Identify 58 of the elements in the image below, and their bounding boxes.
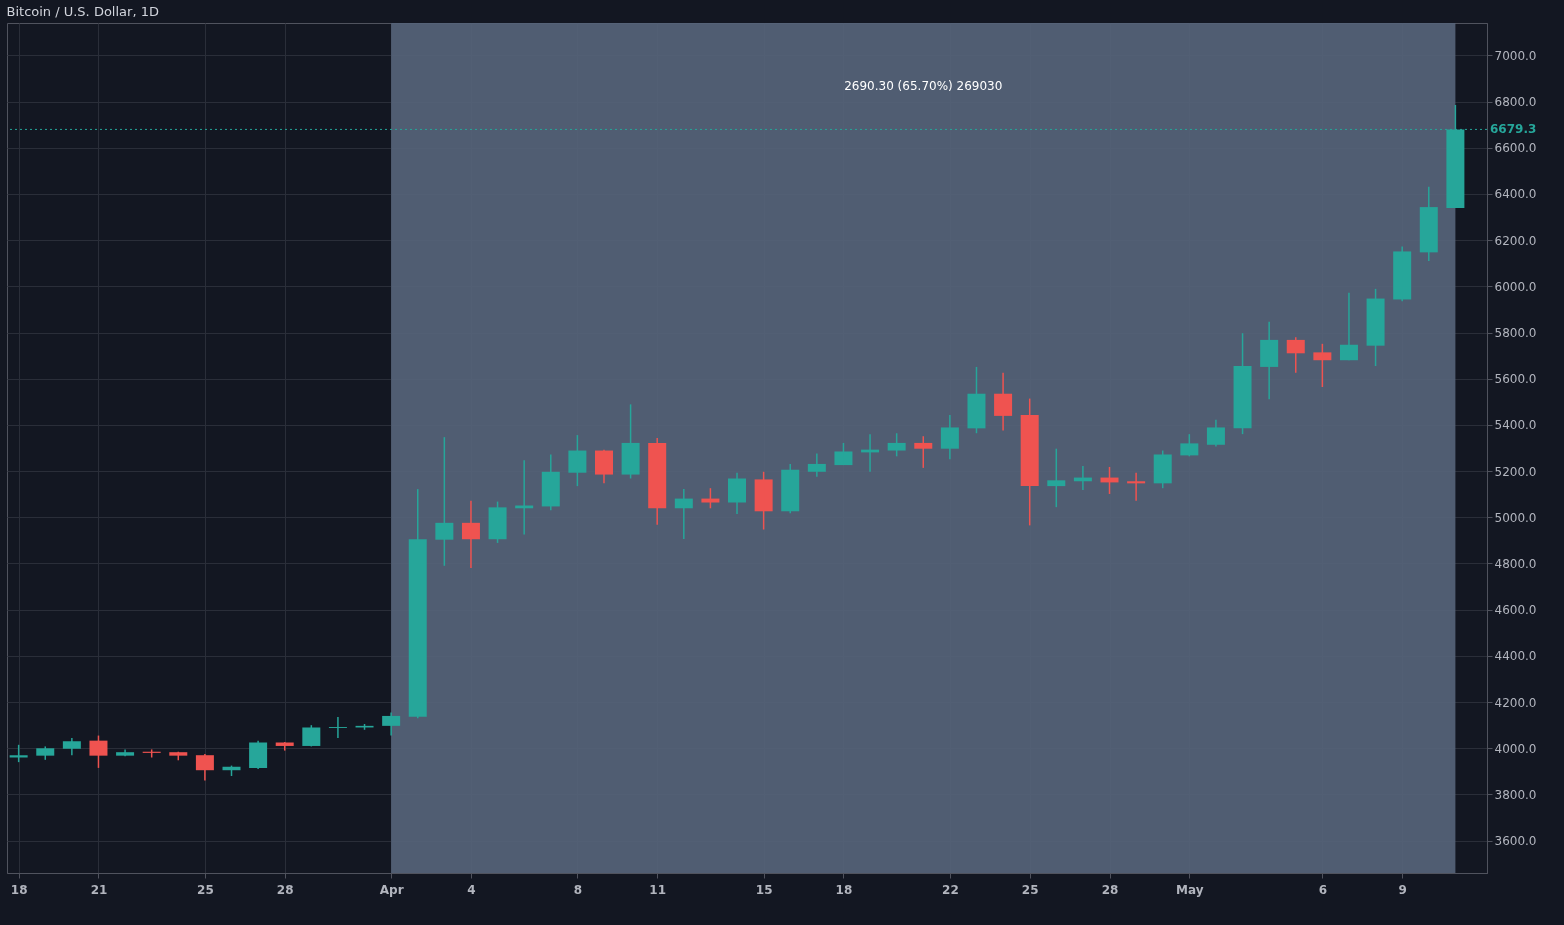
candlestick xyxy=(1286,336,1305,374)
candlestick xyxy=(89,734,108,769)
y-tick-label: 3800.0 xyxy=(1494,787,1537,802)
x-tick-label: 15 xyxy=(755,882,773,897)
candlestick xyxy=(382,711,401,737)
candlestick xyxy=(1206,419,1225,448)
x-tick-label: Apr xyxy=(379,882,404,897)
x-tick-label: 4 xyxy=(467,882,476,897)
candlestick xyxy=(1047,447,1066,508)
x-tick-label: 18 xyxy=(835,882,853,897)
x-tick-label: 6 xyxy=(1318,882,1328,897)
candlestick xyxy=(1313,343,1332,388)
candlestick xyxy=(994,371,1013,432)
y-tick-label: 4200.0 xyxy=(1494,695,1537,710)
candlestick xyxy=(195,753,214,782)
candlestick xyxy=(940,414,959,461)
candlestick xyxy=(1339,292,1358,361)
y-tick-label: 4000.0 xyxy=(1494,741,1537,756)
y-tick-label: 6600.0 xyxy=(1494,141,1537,156)
x-tick-label: 21 xyxy=(90,882,108,897)
y-tick-label: 6000.0 xyxy=(1494,279,1537,294)
candlestick xyxy=(1127,471,1146,502)
candlestick xyxy=(914,435,933,469)
x-tick-label: May xyxy=(1176,882,1204,897)
ref-line-label: 6679.3 xyxy=(1490,122,1537,137)
candlestick xyxy=(701,487,720,510)
candlestick xyxy=(1180,433,1199,458)
candlestick xyxy=(328,716,347,739)
y-tick-label: 5000.0 xyxy=(1494,510,1537,525)
x-tick-label: 18 xyxy=(10,882,28,897)
candlestick xyxy=(674,488,693,540)
candlestick xyxy=(461,499,480,569)
y-tick-label: 4600.0 xyxy=(1494,603,1537,618)
candlestick xyxy=(568,434,587,487)
x-tick-label: 8 xyxy=(573,882,583,897)
y-tick-label: 5400.0 xyxy=(1494,418,1537,433)
y-tick-label: 6800.0 xyxy=(1494,95,1537,110)
candlestick xyxy=(887,432,906,458)
y-tick-label: 5800.0 xyxy=(1494,326,1537,341)
band-label: 2690.30 (65.70%) 269030 xyxy=(844,79,1003,93)
y-tick-label: 6400.0 xyxy=(1494,187,1537,202)
x-tick-label: 9 xyxy=(1398,882,1407,897)
candlestick xyxy=(435,436,454,567)
y-tick-label: 5600.0 xyxy=(1494,372,1537,387)
y-tick-label: 7000.0 xyxy=(1494,48,1537,63)
x-tick-label: 22 xyxy=(942,882,959,897)
y-tick-label: 6200.0 xyxy=(1494,233,1537,248)
chart-title: Bitcoin / U.S. Dollar, 1D xyxy=(6,4,159,19)
y-tick-label: 3600.0 xyxy=(1494,834,1537,849)
candlestick xyxy=(807,452,826,478)
x-tick-label: 25 xyxy=(1021,882,1039,897)
y-tick-label: 5200.0 xyxy=(1494,464,1537,479)
x-tick-label: 28 xyxy=(276,882,294,897)
x-tick-label: 25 xyxy=(197,882,214,897)
x-tick-label: 11 xyxy=(649,882,667,897)
y-tick-label: 4800.0 xyxy=(1494,556,1537,571)
y-tick-label: 4400.0 xyxy=(1494,649,1537,664)
x-tick-label: 28 xyxy=(1101,882,1119,897)
